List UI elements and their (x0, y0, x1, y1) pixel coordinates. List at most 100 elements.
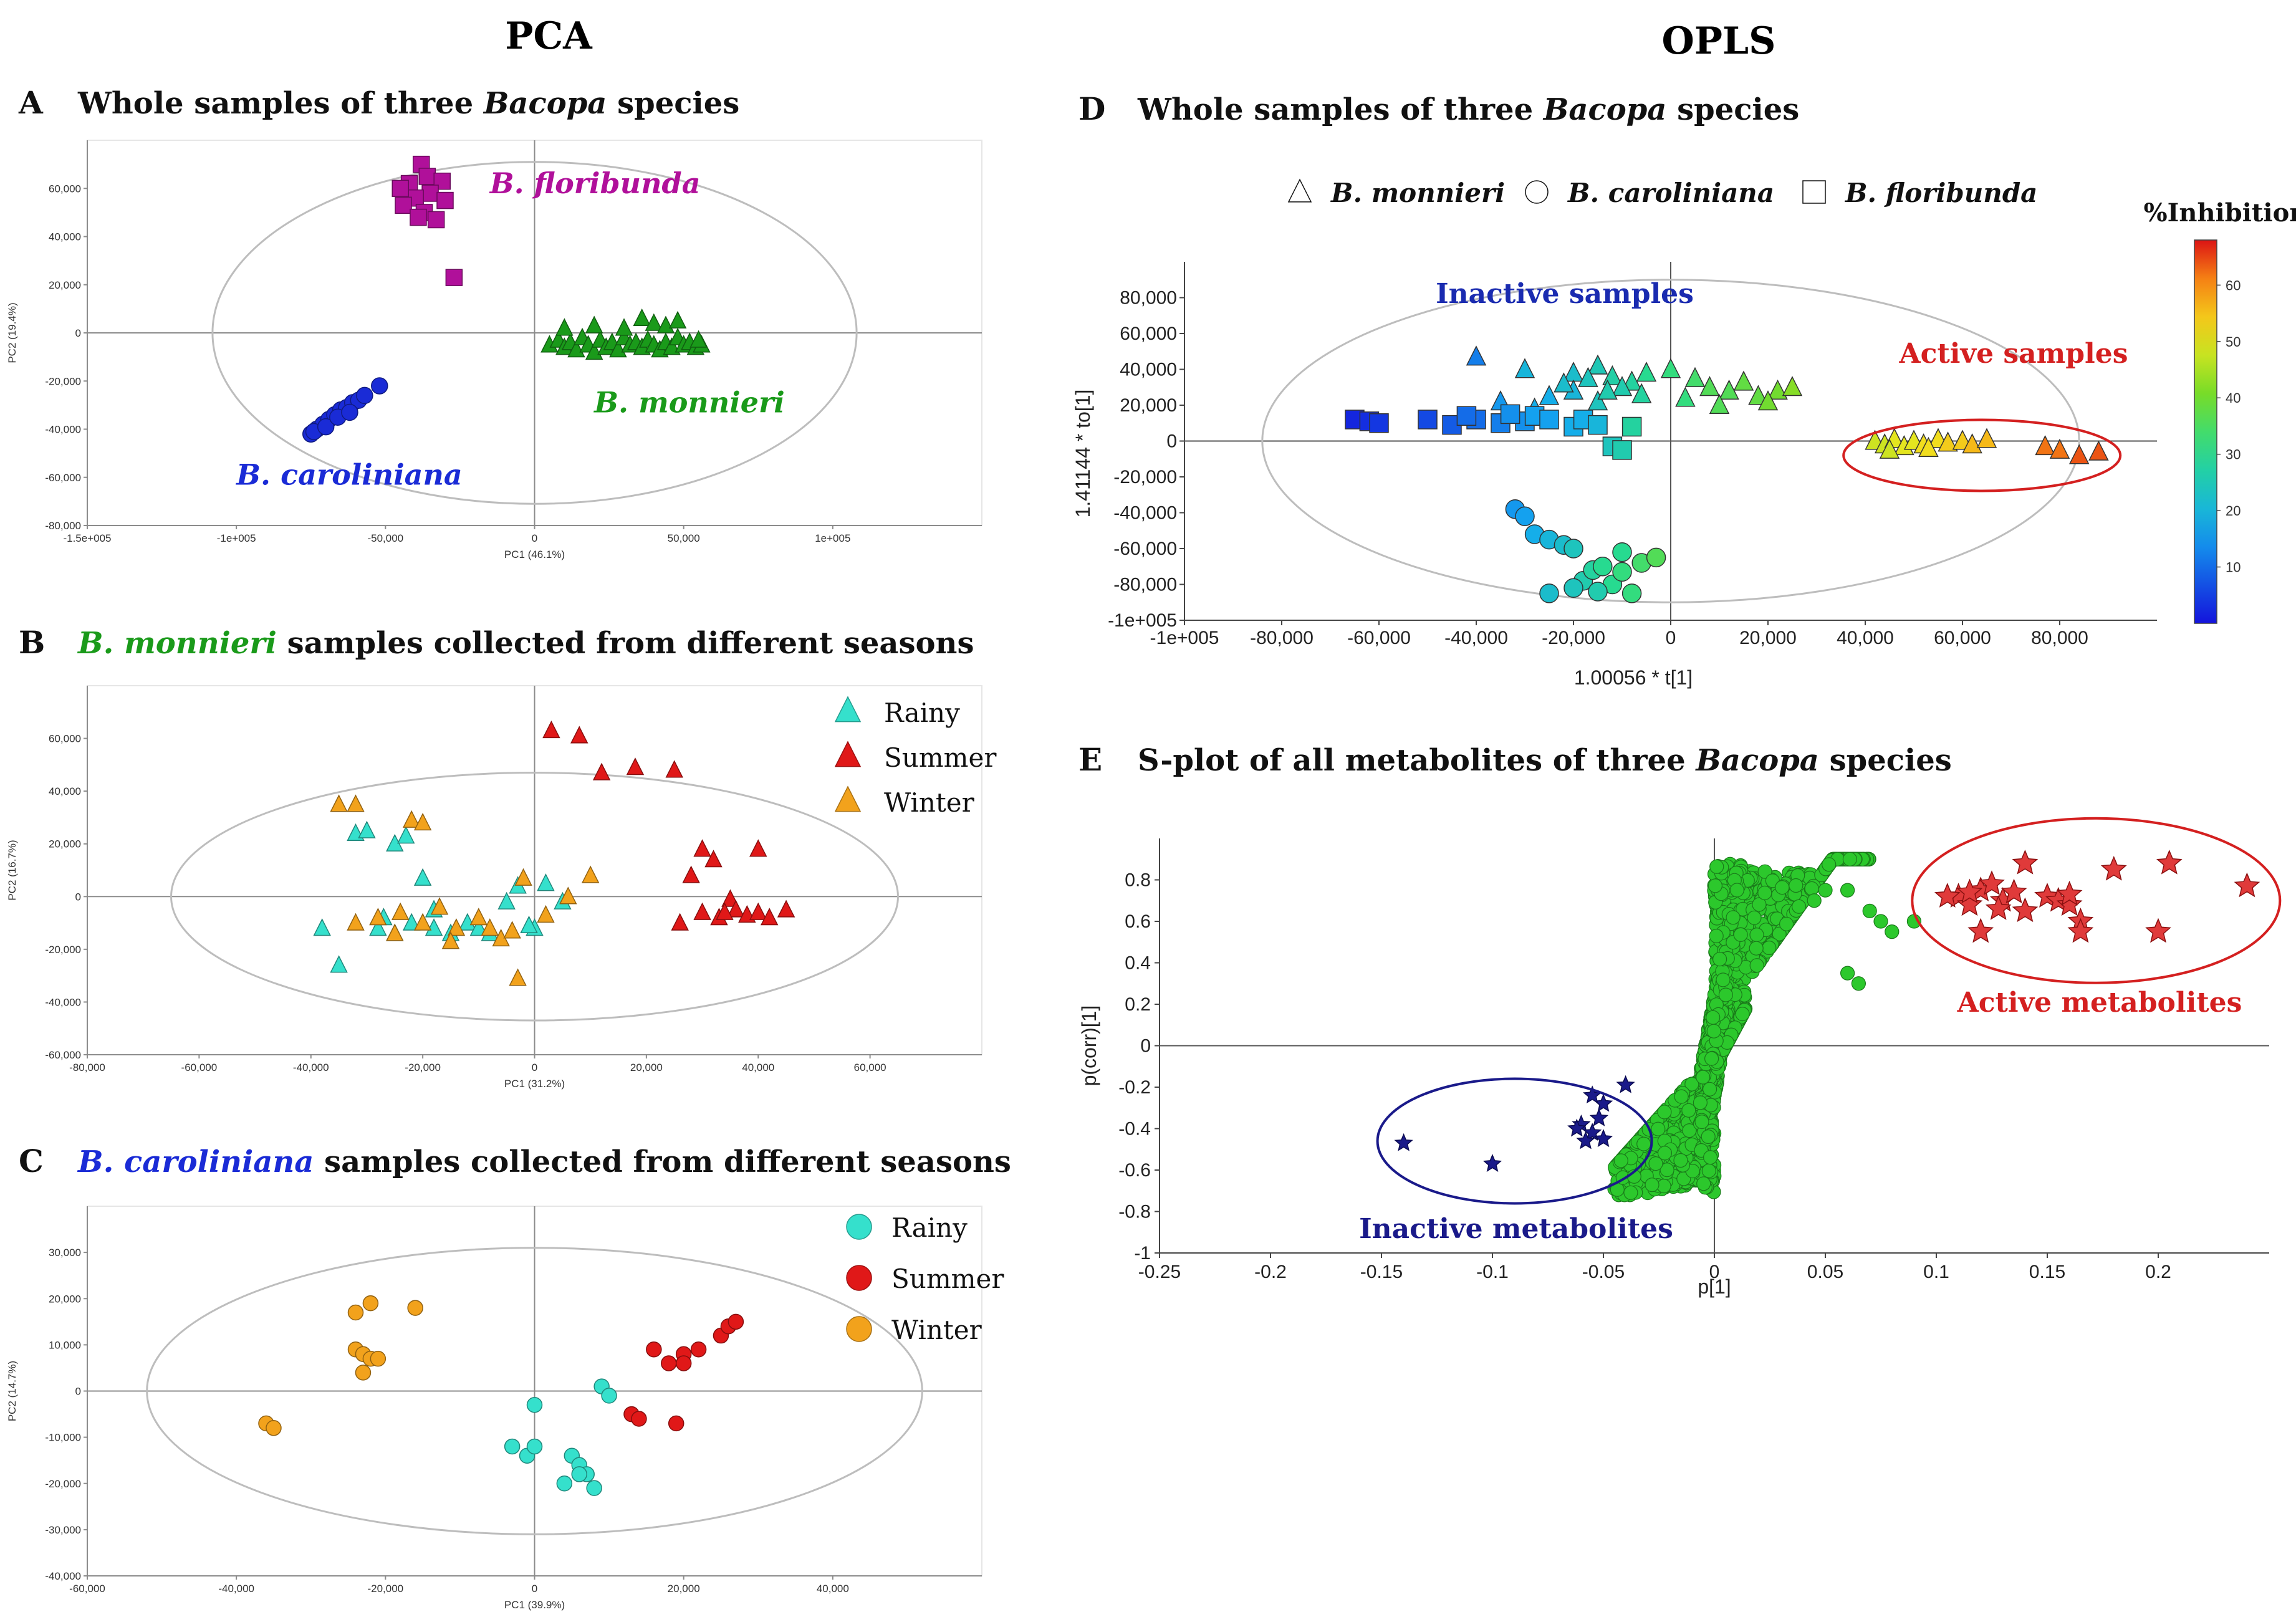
metabolite-point (1862, 903, 1877, 918)
data-point (395, 196, 412, 214)
series-label: B. floribunda (489, 166, 701, 200)
y-axis-label: PC2 (14.7%) (6, 1361, 18, 1421)
data-point (704, 850, 723, 868)
data-point (1646, 547, 1666, 568)
inactive-metabolite (1593, 1129, 1613, 1148)
metabolite-point (1636, 1136, 1651, 1151)
y-tick-label: 40,000 (1120, 360, 1177, 380)
active-metabolite (1967, 918, 1994, 943)
data-point (663, 337, 681, 355)
data-point (497, 891, 516, 909)
annotation-inactive: Inactive metabolites (1359, 1213, 1673, 1245)
data-point (537, 905, 555, 923)
y-tick-label: -20,000 (45, 1478, 81, 1490)
data-point (1879, 438, 1900, 459)
data-point (727, 900, 745, 918)
data-point (1587, 390, 1608, 411)
series-label: B. monnieri (593, 385, 785, 419)
y-tick-label: -60,000 (1113, 539, 1177, 559)
y-tick-label: -20,000 (45, 375, 81, 387)
metabolite-point (1747, 910, 1762, 925)
data-point (645, 313, 663, 331)
metabolite-point (1682, 1123, 1697, 1138)
active-metabolite (2100, 855, 2127, 881)
y-tick-label: 20,000 (49, 1293, 81, 1305)
legend-label: B. monnieri (1330, 178, 1505, 208)
data-point (1782, 376, 1803, 396)
data-point (445, 269, 463, 286)
active-metabolite (2234, 872, 2260, 898)
metabolite-point (1648, 1156, 1663, 1171)
panel-title: Whole samples of three Bacopa species (1137, 92, 1799, 127)
data-point (1660, 358, 1681, 378)
data-point (514, 868, 532, 886)
active-metabolite (2067, 918, 2094, 943)
data-point (520, 915, 538, 933)
x-tick-label: -0.15 (1360, 1262, 1403, 1282)
colorbar-tick-label: 60 (2226, 277, 2241, 293)
panel-title-part: species (1819, 743, 1952, 778)
panel-title-part: B. caroliniana (77, 1145, 314, 1179)
colorbar-title: %Inhibition (2144, 198, 2296, 228)
data-point (391, 180, 409, 197)
metabolite-point (1842, 852, 1857, 866)
metabolite-point (1660, 1163, 1674, 1178)
data-point (675, 1355, 692, 1371)
panel-title: B. caroliniana samples collected from di… (77, 1145, 1011, 1179)
active-metabolite (1956, 878, 1983, 904)
metabolite-point (1804, 881, 1819, 896)
data-point (469, 918, 488, 936)
x-tick-label: -0.05 (1582, 1262, 1625, 1282)
metabolite-point (1807, 893, 1822, 908)
inactive-metabolite (1576, 1131, 1595, 1149)
data-point (1514, 358, 1535, 378)
data-point (402, 810, 421, 828)
y-tick-label: -10,000 (45, 1432, 81, 1444)
data-point (369, 918, 387, 936)
data-point (1612, 562, 1632, 582)
data-point (421, 185, 439, 202)
data-point (693, 902, 711, 920)
data-point (668, 1415, 684, 1432)
panel-title-part: samples collected from different seasons (314, 1145, 1011, 1179)
data-point (1554, 372, 1574, 393)
panel-letter: A (18, 84, 44, 121)
colorbar (2194, 239, 2217, 624)
y-tick-label: -1 (1134, 1243, 1151, 1264)
y-axis-label: PC2 (16.7%) (6, 840, 18, 900)
data-point (330, 794, 348, 812)
legend-label: Rainy (884, 698, 960, 728)
data-point (371, 377, 388, 395)
data-point (556, 1476, 573, 1492)
opls-heading: OPLS (1662, 19, 1776, 63)
metabolite-point (1718, 987, 1733, 1002)
data-point (526, 1438, 543, 1455)
metabolite-point (1708, 878, 1722, 893)
panel-title-part: Bacopa (483, 86, 607, 121)
metabolite-point (1613, 1153, 1628, 1168)
data-point (2068, 444, 2090, 464)
data-point (1631, 383, 1652, 403)
x-tick-label: -20,000 (1542, 628, 1605, 648)
metabolite-point (1772, 926, 1787, 941)
x-tick-label: -40,000 (293, 1062, 329, 1073)
data-point (716, 902, 734, 920)
data-point (413, 913, 432, 931)
data-point (721, 889, 739, 907)
metabolite-point (1673, 1153, 1688, 1168)
data-point (481, 918, 499, 936)
panel-title-part: samples collected from different seasons (277, 626, 974, 661)
active-metabolite (1979, 870, 2005, 895)
data-point (447, 918, 466, 936)
y-tick-label: -20,000 (45, 944, 81, 956)
active-samples-ellipse (1842, 418, 2122, 492)
y-tick-label: 20,000 (49, 279, 81, 291)
x-tick-label: 0 (532, 1062, 537, 1073)
legend-marker (834, 696, 862, 722)
metabolite-point (1840, 966, 1855, 981)
pca-heading: PCA (505, 14, 593, 58)
panel-title-part: Bacopa (1694, 743, 1819, 778)
metabolite-point (1712, 952, 1727, 967)
x-tick-label: 60,000 (854, 1062, 886, 1073)
